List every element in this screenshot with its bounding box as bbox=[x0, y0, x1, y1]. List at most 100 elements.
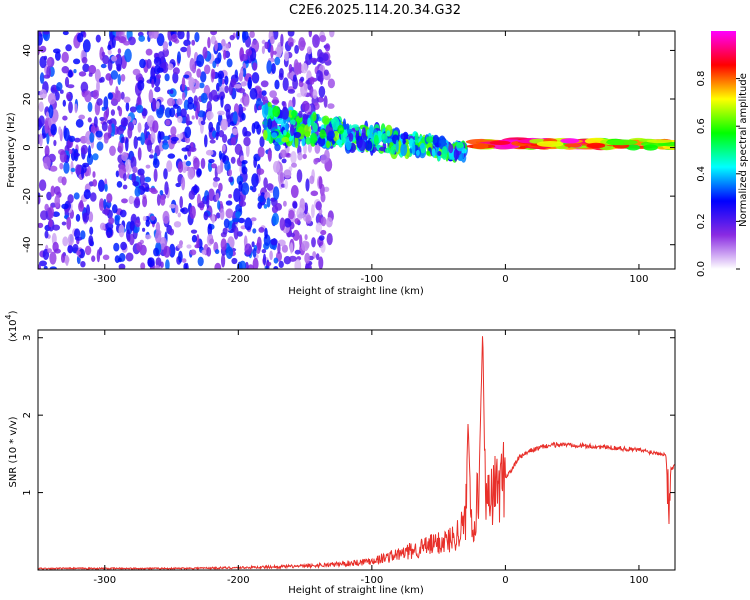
heatmap-cell bbox=[267, 150, 272, 160]
heatmap-cell bbox=[74, 103, 78, 114]
heatmap-cell bbox=[169, 203, 176, 209]
heatmap-cell bbox=[102, 55, 110, 65]
heatmap-cell bbox=[67, 194, 74, 204]
heatmap-cell bbox=[210, 31, 217, 36]
heatmap-cell bbox=[416, 149, 420, 156]
heatmap-cell bbox=[414, 132, 419, 145]
heatmap-cell bbox=[317, 136, 326, 147]
heatmap-cell bbox=[154, 264, 160, 269]
heatmap-cell bbox=[177, 161, 184, 173]
heatmap-cell bbox=[173, 221, 182, 228]
colorbar-tick-label: 0.8 bbox=[696, 71, 707, 87]
heatmap-cell bbox=[73, 69, 77, 74]
x-tick-label: -200 bbox=[227, 274, 250, 285]
y-tick-label: -40 bbox=[22, 237, 33, 253]
heatmap-cell bbox=[109, 145, 116, 156]
snr-frame bbox=[37, 329, 676, 571]
heatmap-cell bbox=[181, 147, 189, 152]
heatmap-cell bbox=[261, 90, 267, 96]
heatmap-cell bbox=[206, 111, 214, 120]
heatmap-cell bbox=[77, 32, 84, 43]
colorbar-label: Normalized spectral amplitude bbox=[738, 73, 749, 227]
heatmap-cell bbox=[169, 243, 176, 258]
heatmap-cell bbox=[66, 94, 71, 100]
heatmap-cell bbox=[307, 117, 311, 127]
heatmap-cell bbox=[151, 78, 155, 88]
heatmap-cell bbox=[138, 35, 145, 42]
heatmap-cell bbox=[131, 172, 137, 184]
heatmap-cell bbox=[81, 56, 88, 64]
colorbar-tick-label: 0.0 bbox=[696, 261, 707, 277]
heatmap-cell bbox=[74, 228, 81, 239]
heatmap-cell bbox=[223, 218, 230, 229]
heatmap-cell bbox=[294, 249, 301, 255]
heatmap-cell bbox=[373, 134, 379, 146]
heatmap-cell bbox=[181, 176, 186, 191]
heatmap-cell bbox=[140, 132, 146, 146]
heatmap-cell bbox=[225, 200, 233, 206]
heatmap-cell bbox=[306, 46, 312, 55]
heatmap-cell bbox=[82, 39, 91, 53]
heatmap-cell bbox=[202, 46, 208, 59]
heatmap-cell bbox=[281, 158, 287, 164]
heatmap-cell bbox=[366, 128, 370, 137]
heatmap-cell bbox=[96, 141, 104, 151]
heatmap-cell bbox=[300, 76, 305, 82]
heatmap-cell bbox=[61, 176, 67, 186]
heatmap-cell bbox=[320, 216, 327, 227]
heatmap-cell bbox=[280, 149, 287, 158]
heatmap-cell bbox=[107, 59, 113, 71]
heatmap-cell bbox=[241, 182, 250, 196]
heatmap-cell bbox=[266, 60, 273, 74]
heatmap-cell bbox=[331, 116, 340, 131]
heatmap-cell bbox=[605, 139, 638, 146]
heatmap-cell bbox=[58, 126, 62, 135]
heatmap-cell bbox=[218, 182, 223, 192]
heatmap-cell bbox=[123, 40, 131, 46]
heatmap-cell bbox=[110, 109, 115, 116]
heatmap-cell bbox=[285, 122, 289, 133]
heatmap-cell bbox=[150, 130, 156, 144]
heatmap-cell bbox=[302, 153, 307, 160]
heatmap-cell bbox=[160, 196, 166, 206]
heatmap-cell bbox=[166, 97, 175, 107]
heatmap-cell bbox=[82, 63, 90, 73]
heatmap-cell bbox=[266, 261, 272, 266]
heatmap-cell bbox=[66, 216, 72, 230]
heatmap-cell bbox=[290, 119, 296, 126]
heatmap-cell bbox=[291, 109, 297, 119]
heatmap-cell bbox=[125, 252, 134, 262]
heatmap-cell bbox=[206, 247, 212, 257]
heatmap-cell bbox=[184, 154, 188, 161]
heatmap-cell bbox=[155, 257, 162, 268]
heatmap-cell bbox=[238, 180, 243, 192]
heatmap-cell bbox=[288, 209, 295, 220]
heatmap-cell bbox=[88, 211, 94, 223]
heatmap-cell bbox=[241, 112, 246, 121]
heatmap-cell bbox=[260, 80, 269, 88]
y-tick-label: 40 bbox=[22, 44, 33, 57]
heatmap-cell bbox=[46, 66, 51, 79]
heatmap-cell bbox=[247, 76, 253, 90]
heatmap-cell bbox=[170, 34, 178, 43]
snr-background bbox=[38, 330, 675, 570]
heatmap-cell bbox=[99, 116, 105, 122]
heatmap-cell bbox=[185, 160, 192, 167]
heatmap-cell bbox=[110, 123, 116, 137]
heatmap-cell bbox=[188, 77, 196, 88]
heatmap-cell bbox=[172, 71, 179, 84]
heatmap-cell bbox=[87, 145, 92, 159]
heatmap-cell bbox=[322, 53, 329, 62]
heatmap-cell bbox=[278, 260, 284, 268]
heatmap-cell bbox=[448, 143, 454, 154]
heatmap-cell bbox=[235, 211, 241, 219]
heatmap-cell bbox=[49, 165, 58, 172]
heatmap-cell bbox=[240, 67, 244, 78]
heatmap-cell bbox=[264, 41, 270, 50]
heatmap-cell bbox=[117, 48, 122, 54]
heatmap-cell bbox=[200, 71, 207, 83]
heatmap-cell bbox=[318, 176, 323, 190]
heatmap-cell bbox=[65, 44, 72, 52]
heatmap-cell bbox=[320, 154, 328, 164]
heatmap-cell bbox=[228, 176, 234, 183]
